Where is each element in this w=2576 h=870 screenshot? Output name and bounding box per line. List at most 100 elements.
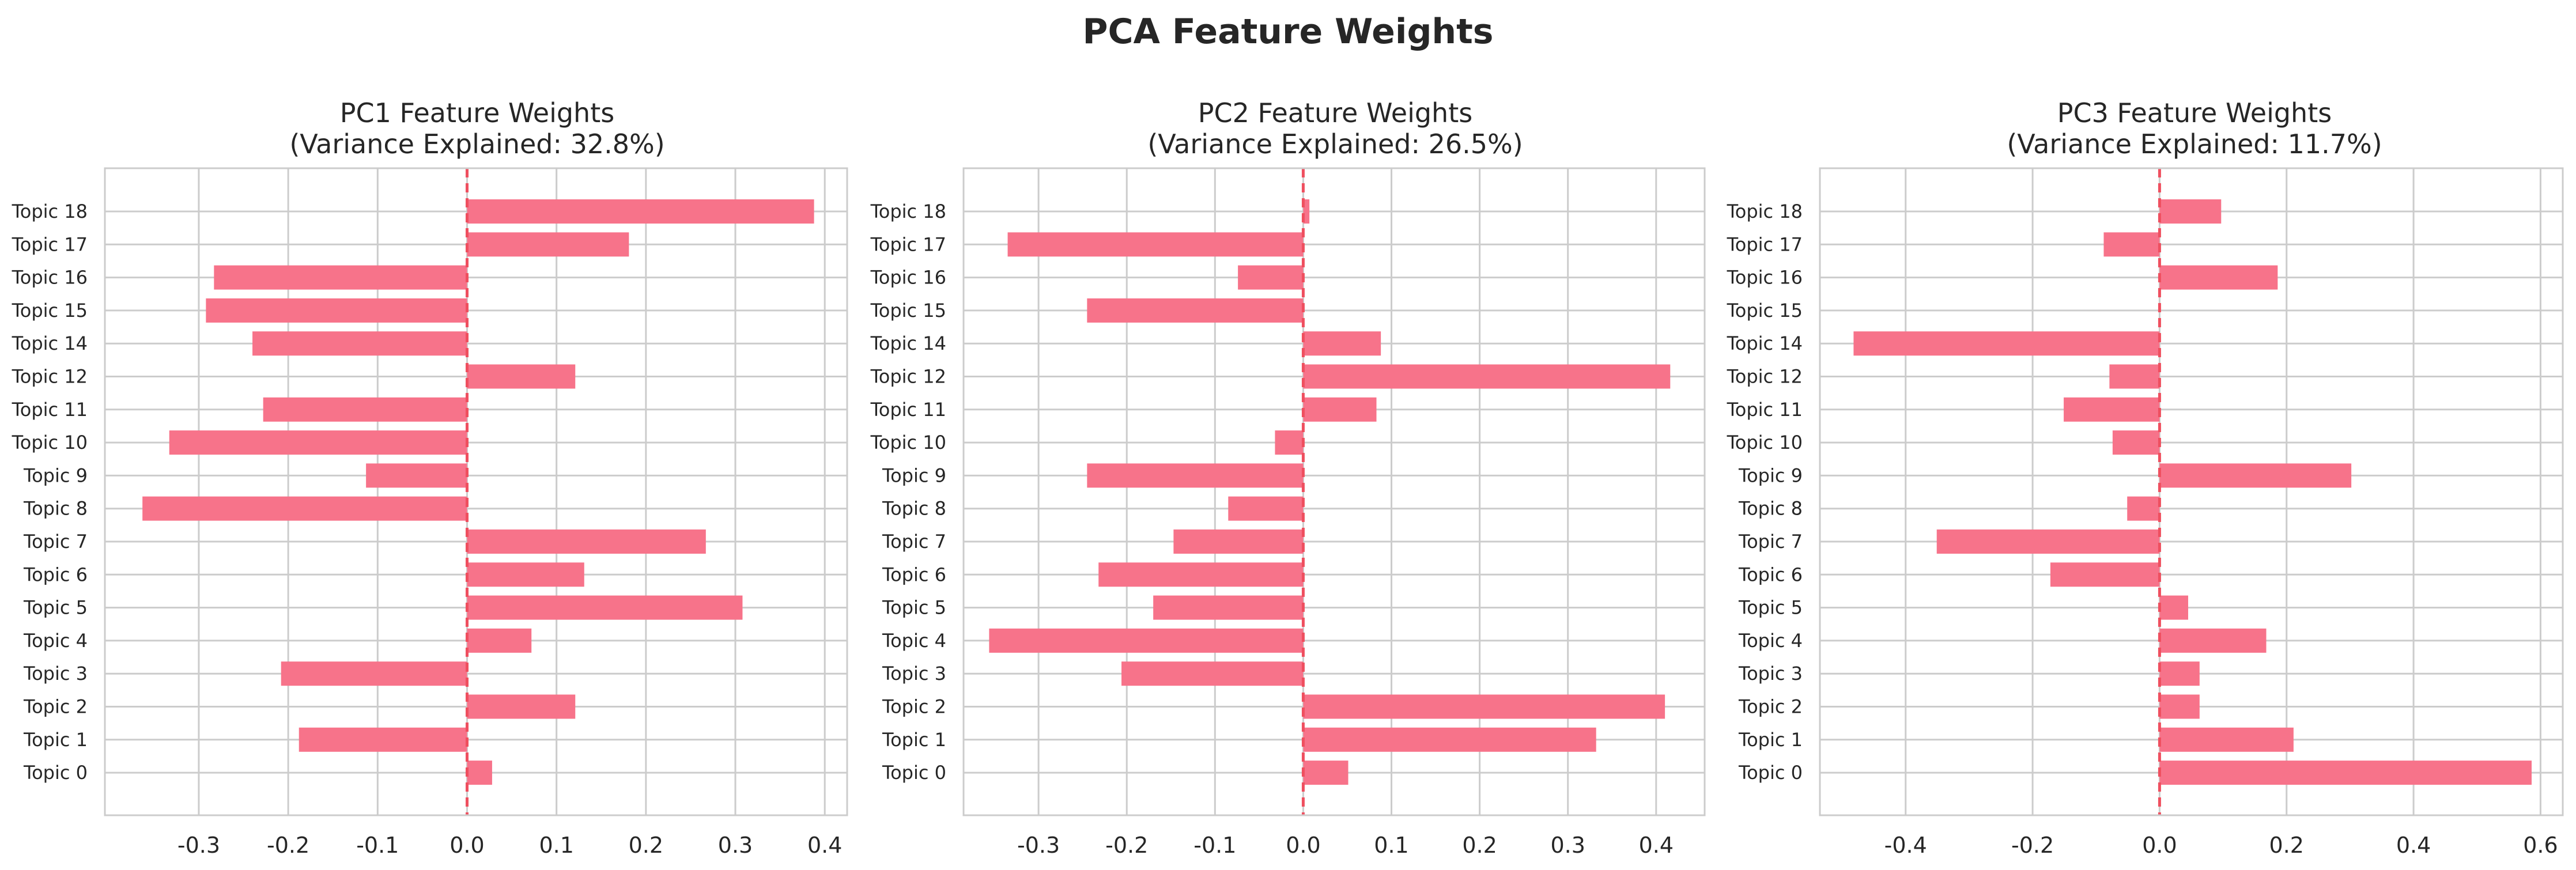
figure-title: PCA Feature Weights — [1083, 12, 1494, 52]
pc2-ytick-label: Topic 9 — [882, 464, 946, 486]
pc2-bar-topic-18 — [1303, 199, 1310, 224]
pc1-xtick-label: 0.3 — [718, 833, 753, 858]
pc1-bar-topic-11 — [263, 397, 467, 422]
pc2-panel: Topic 0 Topic 1 Topic 2 Topic 3 Topic 4 Topic… — [870, 97, 1706, 858]
pc2-bar-topic-3 — [1121, 661, 1304, 686]
pc1-bar-topic-15 — [206, 298, 467, 323]
pc2-ytick-label: Topic 3 — [882, 663, 946, 684]
pc2-frame — [962, 167, 1706, 816]
pc1-bar-topic-5 — [467, 595, 743, 620]
pc3-bar-topic-17 — [2103, 232, 2160, 257]
pc1-bar-topic-10 — [169, 430, 467, 455]
pc3-bar-topic-9 — [2159, 463, 2352, 488]
pc1-ytick-label: Topic 18 — [12, 201, 88, 222]
pc3-bar-topic-3 — [2159, 661, 2200, 686]
pc1-ytick-label: Topic 16 — [12, 267, 88, 289]
pc3-title-line1: PC3 Feature Weights — [2057, 97, 2332, 128]
pc2-ytick-label: Topic 7 — [882, 531, 946, 553]
pc2-bar-topic-4 — [989, 628, 1304, 653]
pc3-ytick-label: Topic 0 — [1738, 762, 1803, 784]
pc1-bar-topic-12 — [467, 364, 576, 389]
pc2-bar-topic-1 — [1303, 727, 1596, 752]
pc1-bar-topic-14 — [252, 331, 467, 356]
pc1-ytick-label: Topic 17 — [12, 233, 88, 255]
pc1-xtick-label: -0.1 — [356, 833, 399, 858]
pc2-xtick-label: 0.0 — [1286, 833, 1320, 858]
pc2-ytick-label: Topic 17 — [870, 233, 946, 255]
pc1-bar-topic-18 — [467, 199, 814, 224]
pc1-ytick-label: Topic 11 — [12, 399, 88, 421]
pc3-ytick-label: Topic 15 — [1727, 300, 1803, 321]
pc3-ytick-label: Topic 18 — [1727, 201, 1803, 222]
pc1-bar-topic-0 — [467, 761, 492, 785]
pc3-bar-topic-11 — [2064, 397, 2160, 422]
pc3-ytick-label: Topic 4 — [1738, 630, 1803, 652]
pc3-ytick-label: Topic 14 — [1727, 332, 1803, 354]
pc3-ytick-label: Topic 11 — [1727, 399, 1803, 421]
pc1-ytick-label: Topic 0 — [23, 762, 88, 784]
pc1-ytick-label: Topic 6 — [23, 563, 88, 585]
pc3-ytick-label: Topic 2 — [1738, 696, 1803, 718]
pc3-ytick-label: Topic 8 — [1738, 498, 1803, 520]
pc2-bar-topic-6 — [1098, 562, 1304, 587]
pc3-bar-topic-2 — [2159, 694, 2200, 719]
pc3-ytick-label: Topic 5 — [1738, 597, 1803, 619]
pc3-xtick-label: 0.4 — [2396, 833, 2431, 858]
pc1-bar-topic-16 — [214, 265, 467, 290]
pc1-xtick-label: 0.1 — [539, 833, 573, 858]
pc1-bar-topic-4 — [467, 628, 532, 653]
pc1-title-line1: PC1 Feature Weights — [340, 97, 614, 128]
pc3-bar-topic-0 — [2159, 761, 2532, 785]
pc2-bar-topic-17 — [1007, 232, 1304, 257]
pc2-xtick-label: 0.3 — [1550, 833, 1585, 858]
pc2-bar-topic-16 — [1238, 265, 1304, 290]
pc1-ytick-label: Topic 10 — [12, 432, 88, 453]
pc3-panel: Topic 0 Topic 1 Topic 2 Topic 3 Topic 4 Topic… — [1727, 97, 2564, 858]
pc2-ytick-label: Topic 0 — [882, 762, 946, 784]
pc1-ytick-label: Topic 8 — [23, 498, 88, 520]
pc3-xtick-label: -0.4 — [1884, 833, 1927, 858]
pc1-ytick-label: Topic 9 — [23, 464, 88, 486]
pc3-bar-topic-14 — [1853, 331, 2160, 356]
pc3-title-line2: (Variance Explained: 11.7%) — [2007, 128, 2382, 160]
pc3-bar-topic-16 — [2159, 265, 2278, 290]
pc1-ytick-label: Topic 2 — [23, 696, 88, 718]
pc2-bar-topic-8 — [1228, 496, 1304, 521]
pc1-xtick-label: -0.2 — [267, 833, 309, 858]
pc1-title-line2: (Variance Explained: 32.8%) — [289, 128, 664, 160]
pc2-ytick-label: Topic 6 — [882, 563, 946, 585]
pc3-ytick-label: Topic 12 — [1727, 366, 1803, 388]
pc2-ytick-label: Topic 18 — [870, 201, 946, 222]
pc3-bar-topic-7 — [1936, 529, 2160, 554]
pc3-bar-topic-5 — [2159, 595, 2188, 620]
pc2-ytick-label: Topic 5 — [882, 597, 946, 619]
pc1-bar-topic-6 — [467, 562, 584, 587]
pc2-bar-topic-0 — [1303, 761, 1349, 785]
pc1-xtick-label: 0.0 — [450, 833, 484, 858]
pc2-ytick-label: Topic 12 — [870, 366, 946, 388]
pc3-bar-topic-6 — [2050, 562, 2160, 587]
pc1-bar-topic-8 — [142, 496, 467, 521]
pc3-ytick-label: Topic 3 — [1738, 663, 1803, 684]
pc1-xtick-label: -0.3 — [177, 833, 220, 858]
pc1-ytick-label: Topic 3 — [23, 663, 88, 684]
pc2-xtick-label: -0.1 — [1193, 833, 1236, 858]
pc3-bar-topic-8 — [2127, 496, 2160, 521]
pc1-ytick-label: Topic 5 — [23, 597, 88, 619]
pc3-bar-topic-1 — [2159, 727, 2294, 752]
pc2-bar-topic-12 — [1303, 364, 1671, 389]
pc3-bar-topic-4 — [2159, 628, 2267, 653]
pc3-frame — [1819, 167, 2564, 816]
pc2-bar-topic-14 — [1303, 331, 1381, 356]
pc1-bar-topic-9 — [366, 463, 467, 488]
pc1-ytick-label: Topic 1 — [23, 729, 88, 751]
pc1-bar-topic-2 — [467, 694, 576, 719]
pc2-bar-topic-11 — [1303, 397, 1377, 422]
pc3-ytick-label: Topic 9 — [1738, 464, 1803, 486]
pc1-frame — [104, 167, 848, 816]
pc1-ytick-label: Topic 4 — [23, 630, 88, 652]
pc2-bar-topic-15 — [1087, 298, 1304, 323]
pc1-bar-topic-3 — [281, 661, 467, 686]
pc2-xtick-label: -0.3 — [1017, 833, 1060, 858]
pc2-xtick-label: 0.1 — [1374, 833, 1408, 858]
